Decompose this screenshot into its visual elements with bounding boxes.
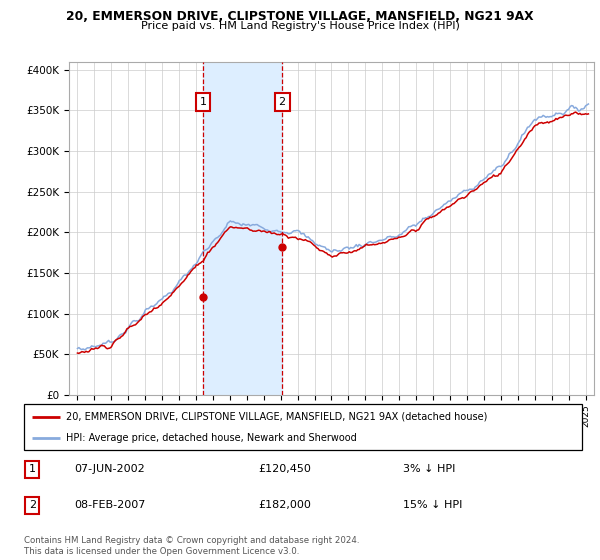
Text: 15% ↓ HPI: 15% ↓ HPI (403, 500, 463, 510)
Text: £120,450: £120,450 (259, 464, 311, 474)
Text: 08-FEB-2007: 08-FEB-2007 (74, 500, 146, 510)
Text: 20, EMMERSON DRIVE, CLIPSTONE VILLAGE, MANSFIELD, NG21 9AX (detached house): 20, EMMERSON DRIVE, CLIPSTONE VILLAGE, M… (66, 412, 487, 422)
Text: 2: 2 (29, 500, 36, 510)
Text: Contains HM Land Registry data © Crown copyright and database right 2024.
This d: Contains HM Land Registry data © Crown c… (24, 536, 359, 556)
FancyBboxPatch shape (24, 404, 582, 450)
Text: 3% ↓ HPI: 3% ↓ HPI (403, 464, 456, 474)
Text: 1: 1 (200, 97, 206, 107)
Text: Price paid vs. HM Land Registry's House Price Index (HPI): Price paid vs. HM Land Registry's House … (140, 21, 460, 31)
Text: HPI: Average price, detached house, Newark and Sherwood: HPI: Average price, detached house, Newa… (66, 433, 356, 443)
Bar (203, 62, 282, 395)
Text: 2: 2 (278, 97, 286, 107)
Text: £182,000: £182,000 (259, 500, 311, 510)
Text: 07-JUN-2002: 07-JUN-2002 (74, 464, 145, 474)
Text: 20, EMMERSON DRIVE, CLIPSTONE VILLAGE, MANSFIELD, NG21 9AX: 20, EMMERSON DRIVE, CLIPSTONE VILLAGE, M… (66, 10, 534, 23)
Text: 1: 1 (29, 464, 36, 474)
